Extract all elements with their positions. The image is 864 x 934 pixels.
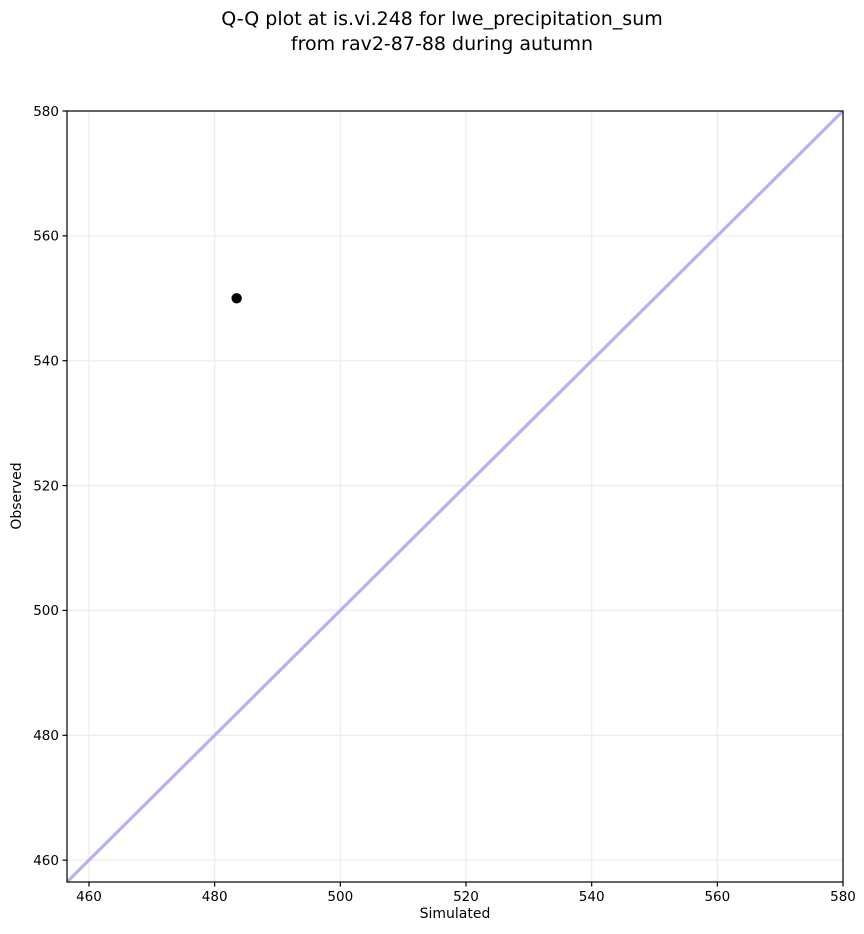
- data-point: [231, 293, 242, 304]
- chart-title-line2: from rav2-87-88 during autumn: [290, 33, 594, 55]
- x-tick-label: 520: [453, 889, 479, 905]
- x-tick-label: 580: [830, 889, 856, 905]
- x-tick-label: 460: [76, 889, 102, 905]
- y-tick-label: 580: [33, 104, 59, 120]
- y-tick-label: 560: [33, 229, 59, 245]
- x-axis-label: Simulated: [419, 906, 491, 922]
- y-axis-label: Observed: [9, 462, 25, 530]
- plot-border: [66, 110, 844, 883]
- y-tick-label: 460: [33, 853, 59, 869]
- y-tick-label: 480: [33, 728, 59, 744]
- x-tick-label: 500: [327, 889, 353, 905]
- x-tick-label: 560: [704, 889, 730, 905]
- chart-title: Q-Q plot at is.vi.248 for lwe_precipitat…: [42, 7, 842, 57]
- chart-title-line1: Q-Q plot at is.vi.248 for lwe_precipitat…: [221, 8, 663, 30]
- identity-line: [65, 109, 845, 884]
- y-tick-label: 500: [33, 603, 59, 619]
- x-tick-label: 540: [579, 889, 605, 905]
- y-tick-label: 520: [33, 478, 59, 494]
- y-tick-label: 540: [33, 354, 59, 370]
- x-tick-label: 480: [202, 889, 228, 905]
